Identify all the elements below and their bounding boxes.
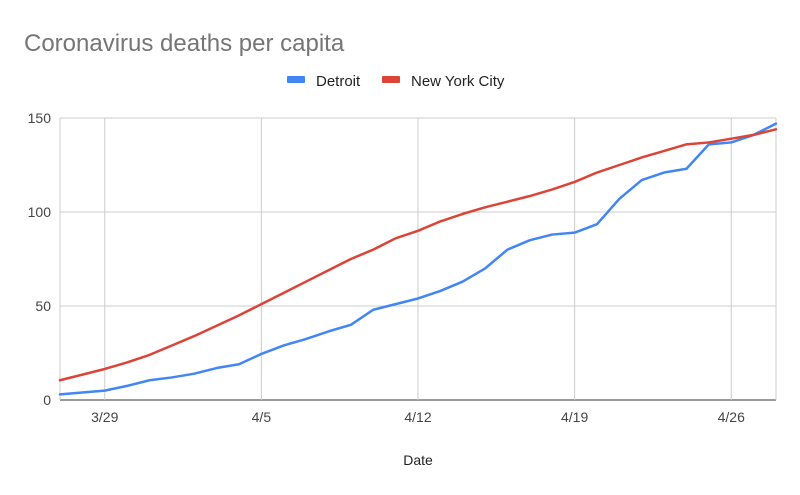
- x-tick-label-4-26: 4/26: [718, 409, 745, 425]
- y-tick-label-100: 100: [28, 204, 52, 220]
- x-gridlines: [59, 118, 777, 400]
- legend: Detroit New York City: [287, 73, 505, 90]
- y-tick-labels: 0 50 100 150: [28, 110, 52, 408]
- x-axis-label: Date: [403, 452, 433, 468]
- y-tick-label-50: 50: [35, 298, 51, 314]
- legend-label-new-york-city: New York City: [411, 73, 505, 90]
- series-layer: [58, 122, 778, 396]
- y-tick-label-150: 150: [28, 110, 52, 126]
- x-tick-label-4-12: 4/12: [404, 409, 431, 425]
- x-tick-label-4-5: 4/5: [252, 409, 272, 425]
- chart-title: Coronavirus deaths per capita: [24, 30, 345, 57]
- x-tick-labels: 3/29 4/5 4/12 4/19 4/26: [91, 409, 745, 425]
- legend-swatch-detroit: [287, 76, 305, 83]
- x-tick-label-3-29: 3/29: [91, 409, 118, 425]
- x-tick-label-4-19: 4/19: [561, 409, 588, 425]
- legend-label-detroit: Detroit: [316, 73, 361, 90]
- series-line-detroit: [58, 122, 778, 396]
- series-line-new-york-city: [58, 128, 778, 382]
- y-tick-label-0: 0: [43, 392, 51, 408]
- legend-swatch-new-york-city: [382, 76, 400, 83]
